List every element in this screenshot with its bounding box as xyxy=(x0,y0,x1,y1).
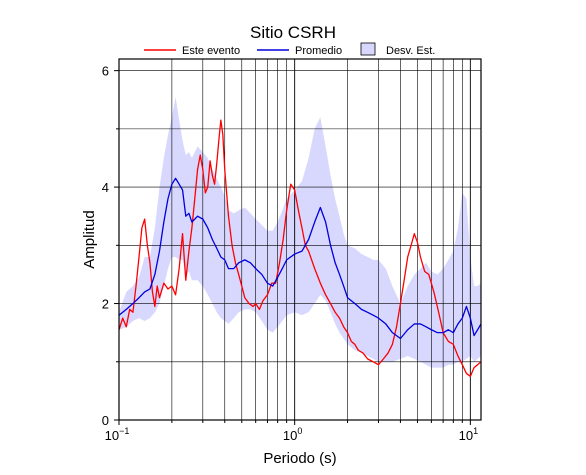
x-axis-title: Periodo (s) xyxy=(263,450,336,467)
legend-swatch-desv-est xyxy=(360,42,376,56)
x-tick-label: 10−1 xyxy=(105,426,130,443)
y-axis-title: Amplitud xyxy=(81,210,98,268)
plot-frame xyxy=(118,58,482,421)
y-tick-label: 0 xyxy=(102,413,109,428)
chart-title: Sitio CSRH xyxy=(250,23,336,42)
legend-label-desv-est: Desv. Est. xyxy=(386,45,435,57)
x-tick-label: 100 xyxy=(283,426,302,443)
y-tick-label: 6 xyxy=(102,64,109,79)
legend-label-este-evento: Este evento xyxy=(182,45,240,57)
y-tick-label: 4 xyxy=(102,180,109,195)
legend-label-promedio: Promedio xyxy=(295,45,342,57)
x-tick-exponent: −1 xyxy=(119,426,129,436)
series-line-promedio xyxy=(119,177,481,340)
x-tick-exponent: 0 xyxy=(297,426,302,436)
series-line-este-evento xyxy=(119,119,481,377)
x-tick-label: 101 xyxy=(459,426,478,443)
legend: Este evento Promedio Desv. Est. xyxy=(144,42,435,57)
y-tick-label: 2 xyxy=(102,297,109,312)
x-tick-exponent: 1 xyxy=(473,426,478,436)
